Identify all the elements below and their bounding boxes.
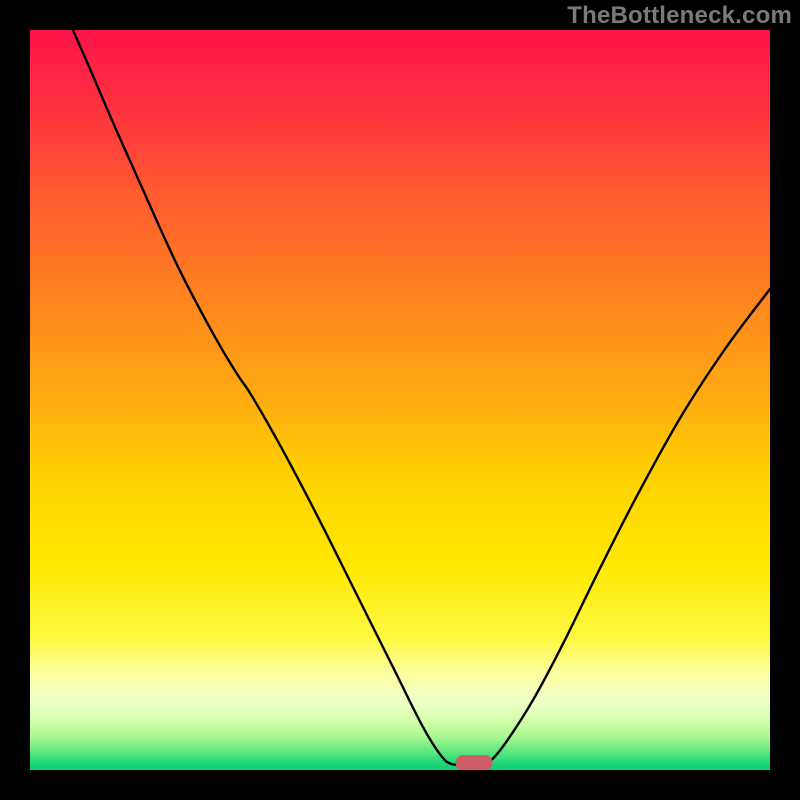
optimum-marker [456, 756, 492, 770]
gradient-background [30, 30, 770, 770]
bottleneck-chart [0, 0, 800, 800]
watermark-label: TheBottleneck.com [567, 2, 792, 30]
